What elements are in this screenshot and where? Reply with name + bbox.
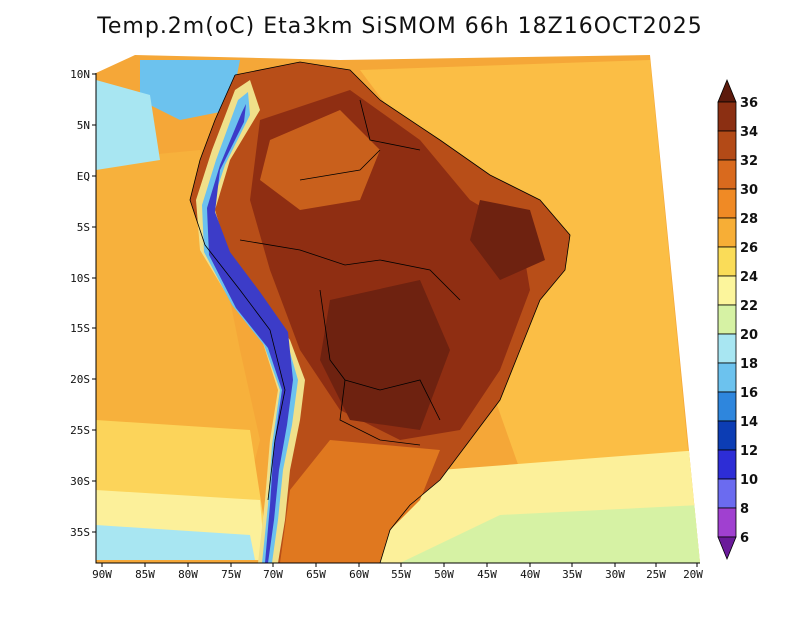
colorbar-swatch [717,507,737,538]
colorbar-swatch [717,130,737,161]
colorbar-label: 32 [740,154,758,169]
lon-tick-90w: 90W [92,563,112,581]
lat-tick-25s: 25S [70,424,96,437]
svg-text:85W: 85W [135,568,155,581]
colorbar-swatch [717,217,737,248]
colorbar-label: 20 [740,328,758,343]
country-borders [189,61,571,563]
colorbar-swatch [717,275,737,306]
northeast-very-hot [470,200,545,280]
lon-tick-25w: 25W [646,563,666,581]
lon-tick-50w: 50W [434,563,454,581]
colorbar-swatch [717,391,737,422]
colorbar-swatch [717,449,737,480]
lat-tick-10s: 10S [70,272,96,285]
colorbar-swatch [717,304,737,335]
colorbar-swatch [717,188,737,219]
svg-text:20W: 20W [683,568,703,581]
lon-tick-60w: 60W [349,563,369,581]
lon-tick-80w: 80W [178,563,198,581]
lon-tick-85w: 85W [135,563,155,581]
svg-text:40W: 40W [520,568,540,581]
svg-text:80W: 80W [178,568,198,581]
svg-text:25S: 25S [70,424,90,437]
andes-cold [207,104,293,563]
colorbar-label: 10 [740,473,758,488]
map-title: Temp.2m(oC) Eta3km SiSMOM 66h 18Z16OCT20… [97,14,703,39]
lon-tick-45w: 45W [477,563,497,581]
colorbar-swatch [717,333,737,364]
svg-text:10S: 10S [70,272,90,285]
svg-text:35W: 35W [562,568,582,581]
lat-tick-eq: EQ [77,170,96,183]
colorbar-top-arrow [717,78,737,103]
svg-text:30S: 30S [70,475,90,488]
colorbar-label: 18 [740,357,758,372]
lat-tick-10n: 10N [70,68,96,81]
lat-axis: 10N 5N EQ 5S 10S 15S 20S 25S 30S 35S [70,68,96,539]
svg-text:60W: 60W [349,568,369,581]
svg-text:65W: 65W [306,568,326,581]
lon-tick-70w: 70W [263,563,283,581]
colorbar-swatch [717,478,737,509]
lat-tick-5s: 5S [77,221,96,234]
svg-text:20S: 20S [70,373,90,386]
lat-tick-30s: 30S [70,475,96,488]
southern-land [280,440,440,563]
svg-text:90W: 90W [92,568,112,581]
colorbar-label: 8 [740,502,749,517]
lon-tick-65w: 65W [306,563,326,581]
colorbar-swatch [717,246,737,277]
lon-tick-40w: 40W [520,563,540,581]
svg-text:45W: 45W [477,568,497,581]
colorbar-label: 6 [740,531,749,546]
colorbar-swatch [717,101,737,132]
colorbar-label: 34 [740,125,758,140]
lat-tick-20s: 20S [70,373,96,386]
colorbar-label: 24 [740,270,758,285]
svg-text:5S: 5S [77,221,90,234]
colorbar-swatch [717,362,737,393]
svg-text:10N: 10N [70,68,90,81]
lon-tick-35w: 35W [562,563,582,581]
svg-text:15S: 15S [70,322,90,335]
lon-tick-30w: 30W [605,563,625,581]
colorbar-swatch [717,159,737,190]
south-atlantic-cooler [400,505,700,563]
colorbar-label: 12 [740,444,758,459]
colorbar-bottom-arrow [717,536,737,561]
svg-text:25W: 25W [646,568,666,581]
colorbar-label: 26 [740,241,758,256]
lat-tick-35s: 35S [70,526,96,539]
svg-text:55W: 55W [391,568,411,581]
lon-axis: 90W 85W 80W 75W 70W 65W 60W 55W 50W 45W … [92,563,703,581]
svg-text:5N: 5N [77,119,90,132]
colorbar-label: 16 [740,386,758,401]
colorbar-label: 22 [740,299,758,314]
svg-text:35S: 35S [70,526,90,539]
colorbar-swatch [717,420,737,451]
pacific-north-cool [96,80,160,170]
colorbar-label: 28 [740,212,758,227]
pacific-coolest [96,525,255,560]
svg-text:50W: 50W [434,568,454,581]
svg-text:EQ: EQ [77,170,90,183]
colorbar: 36 34 32 30 28 26 24 22 20 18 16 14 12 10 8 6 [717,78,758,561]
colorbar-label: 30 [740,183,758,198]
lon-tick-75w: 75W [221,563,241,581]
svg-text:75W: 75W [221,568,241,581]
svg-text:70W: 70W [263,568,283,581]
amazon-mix [260,110,380,210]
colorbar-label: 36 [740,96,758,111]
lat-tick-5n: 5N [77,119,96,132]
lon-tick-20w: 20W [683,563,703,581]
colorbar-label: 14 [740,415,758,430]
caribbean-cool [140,60,240,120]
svg-text:30W: 30W [605,568,625,581]
lon-tick-55w: 55W [391,563,411,581]
pantanal-very-hot [320,280,450,430]
map-field [96,55,700,563]
lat-tick-15s: 15S [70,322,96,335]
